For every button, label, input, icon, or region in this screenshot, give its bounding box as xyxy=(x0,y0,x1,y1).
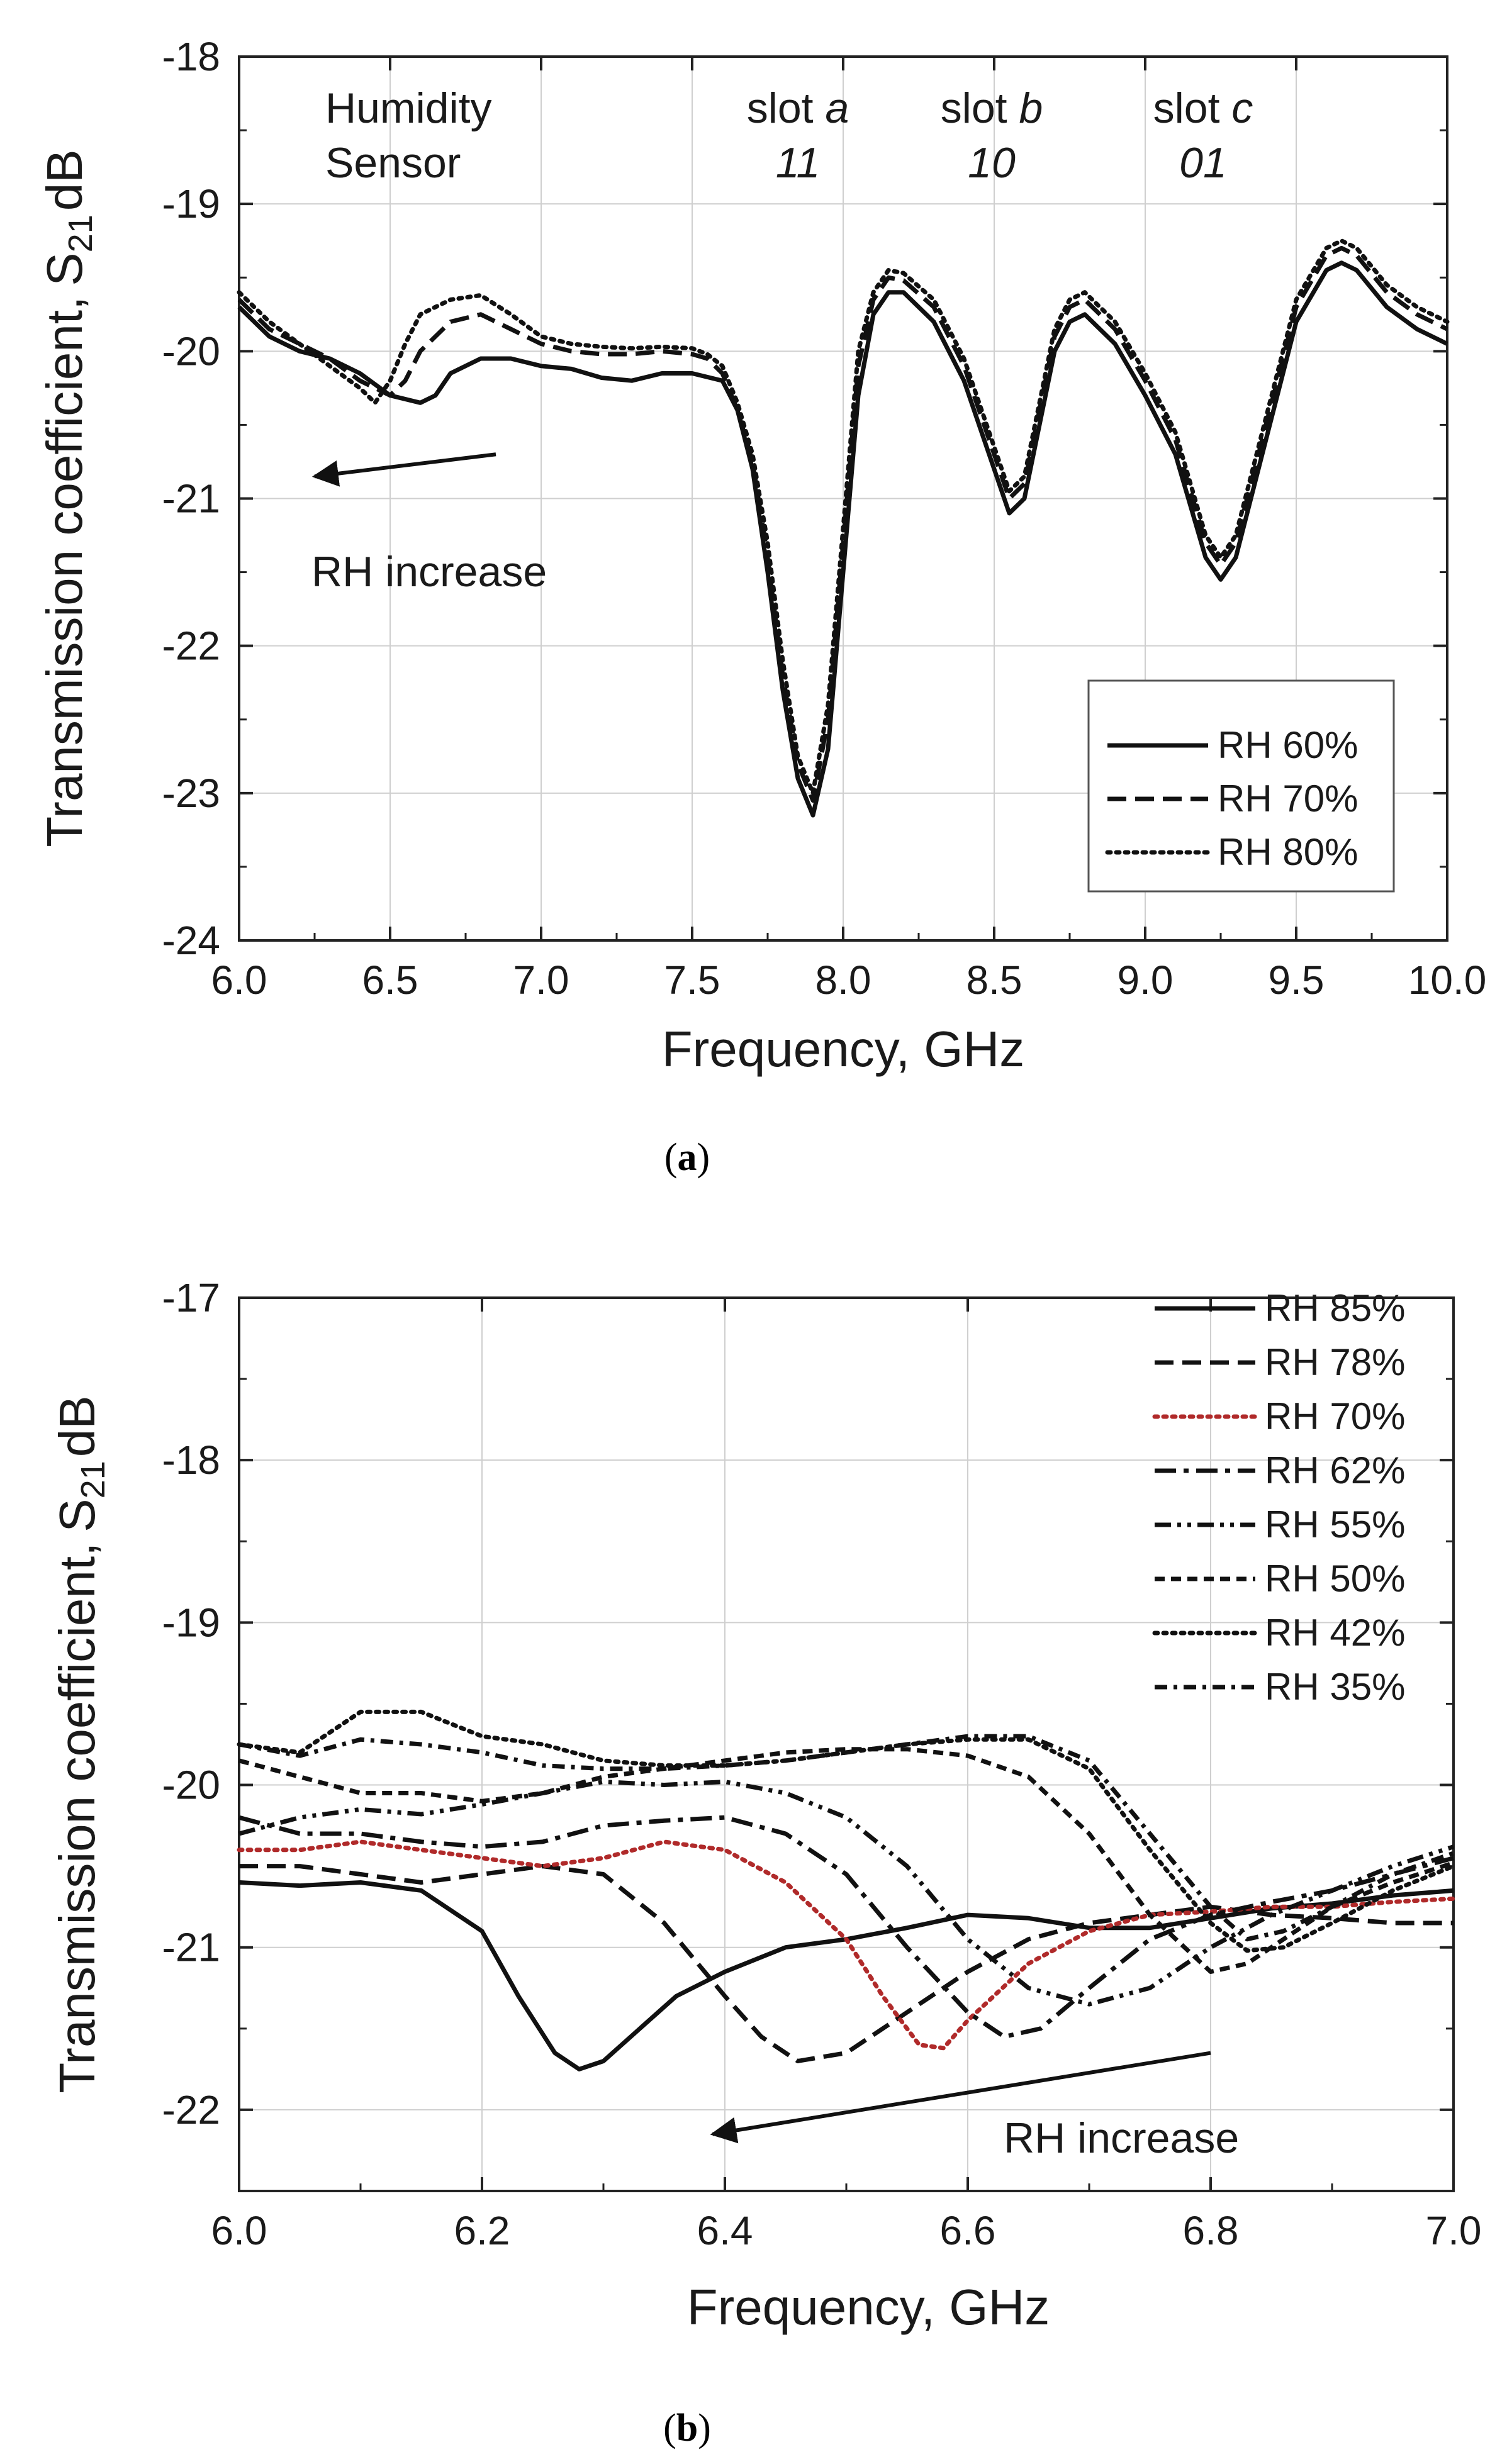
legend-label-rh-62: RH 62% xyxy=(1265,1449,1405,1491)
x-tick-labels-a: 6.0 6.5 7.0 7.5 8.0 8.5 9.0 9.5 10.0 xyxy=(211,957,1487,1003)
y-tick-label: -18 xyxy=(162,1437,221,1483)
legend-label-rh-85: RH 85% xyxy=(1265,1287,1405,1329)
x-tick-label: 6.8 xyxy=(1183,2208,1239,2253)
x-tick-label: 6.4 xyxy=(697,2208,753,2253)
series-b xyxy=(237,1709,1456,2071)
y-tick-label: -20 xyxy=(162,328,221,374)
annotation-slot-b-code: 10 xyxy=(968,139,1016,187)
series-line-rh-78 xyxy=(239,1864,1454,2063)
x-tick-label: 6.2 xyxy=(454,2208,510,2253)
annotation-slot-a: slot a xyxy=(747,84,849,132)
x-tick-label: 8.5 xyxy=(966,957,1022,1003)
y-tick-label: -17 xyxy=(162,1275,221,1320)
legend-box-a xyxy=(1087,679,1395,893)
series-line-rh-35 xyxy=(238,1734,1455,1942)
grid-b xyxy=(239,1298,1454,2191)
legend-label-rh-50: RH 50% xyxy=(1265,1558,1405,1600)
x-tick-label: 6.5 xyxy=(362,957,418,1003)
ticks-a xyxy=(238,55,1448,942)
y-tick-label: -19 xyxy=(162,181,221,226)
panel-b: 6.0 6.2 6.4 6.6 6.8 7.0 -17 -18 -19 -20 -21 -22 Fr… xyxy=(49,1275,1481,2450)
rh-increase-arrow-b xyxy=(710,2051,1211,2144)
rh-increase-arrow-a xyxy=(311,452,496,487)
y-tick-labels-b: -17 -18 -19 -20 -21 -22 xyxy=(162,1275,221,2132)
annotation-rh-increase-a: RH increase xyxy=(311,548,547,596)
annotation-humidity-line1: Humidity xyxy=(325,84,492,132)
caption-b: (b) xyxy=(663,2407,711,2450)
y-axis-label-a: Transmission coefficient,S21dB xyxy=(36,149,99,847)
x-tick-label: 6.0 xyxy=(211,957,267,1003)
annotation-slot-c-code: 01 xyxy=(1179,139,1227,187)
legend-a: RH 60% RH 70% RH 80% xyxy=(1087,679,1395,893)
annotation-slot-a-code: 11 xyxy=(776,139,821,187)
annotation-humidity-line2: Sensor xyxy=(325,139,461,187)
x-tick-label: 9.5 xyxy=(1269,957,1325,1003)
arrow-line xyxy=(710,2051,1211,2144)
series-line-rh-60 xyxy=(237,260,1448,818)
caption-a: (a) xyxy=(664,1136,710,1179)
y-tick-label: -20 xyxy=(162,1763,221,1808)
series-line-rh-85 xyxy=(238,1880,1454,2071)
series-line-rh-62 xyxy=(238,1815,1454,2039)
y-tick-label: -22 xyxy=(162,2087,221,2132)
y-tick-label: -18 xyxy=(162,34,221,79)
y-tick-labels-a: -18 -19 -20 -21 -22 -23 -24 xyxy=(162,34,221,963)
legend-label-rh-70: RH 70% xyxy=(1218,778,1358,820)
x-tick-label: 10.0 xyxy=(1408,957,1487,1003)
y-tick-label: -22 xyxy=(162,623,221,669)
series-line-rh-80 xyxy=(237,238,1450,796)
y-tick-label: -23 xyxy=(162,771,221,816)
arrow-line xyxy=(311,452,496,487)
annotation-slot-b: slot b xyxy=(941,84,1043,132)
y-tick-label: -19 xyxy=(162,1600,221,1645)
x-tick-label: 9.0 xyxy=(1118,957,1174,1003)
legend-label-rh-55: RH 55% xyxy=(1265,1503,1405,1546)
y-axis-label-b: Transmission coefficient,S21dB xyxy=(49,1395,112,2093)
legend-label-rh-60: RH 60% xyxy=(1218,724,1358,766)
y-tick-label: -21 xyxy=(162,476,221,521)
legend-label-rh-80: RH 80% xyxy=(1218,831,1358,873)
legend-label-rh-70: RH 70% xyxy=(1265,1395,1405,1437)
annotation-slot-c: slot c xyxy=(1153,84,1253,132)
x-tick-labels-b: 6.0 6.2 6.4 6.6 6.8 7.0 xyxy=(211,2208,1482,2253)
x-axis-label-a: Frequency, GHz xyxy=(662,1021,1024,1077)
y-tick-label: -24 xyxy=(162,918,221,963)
legend-b: RH 85% RH 78% RH 70% RH 62% RH 55% RH 50% RH 4… xyxy=(1152,1287,1405,1708)
legend-label-rh-42: RH 42% xyxy=(1265,1612,1405,1654)
series-a xyxy=(237,238,1450,818)
y-tick-label: -21 xyxy=(162,1925,221,1970)
panel-a: 6.0 6.5 7.0 7.5 8.0 8.5 9.0 9.5 10.0 -18 -19 -20 -2… xyxy=(36,34,1486,1179)
annotation-rh-increase-b: RH increase xyxy=(1004,2114,1239,2162)
series-line-rh-70 xyxy=(237,1839,1456,2051)
x-tick-label: 7.0 xyxy=(1426,2208,1482,2253)
legend-label-rh-78: RH 78% xyxy=(1265,1341,1405,1383)
legend-label-rh-35: RH 35% xyxy=(1265,1666,1405,1708)
x-tick-label: 6.6 xyxy=(940,2208,996,2253)
x-tick-label: 7.0 xyxy=(513,957,569,1003)
x-tick-label: 8.0 xyxy=(815,957,871,1003)
x-tick-label: 6.0 xyxy=(211,2208,267,2253)
x-axis-label-b: Frequency, GHz xyxy=(687,2279,1050,2335)
x-tick-label: 7.5 xyxy=(664,957,720,1003)
series-line-rh-55 xyxy=(238,1779,1455,2007)
